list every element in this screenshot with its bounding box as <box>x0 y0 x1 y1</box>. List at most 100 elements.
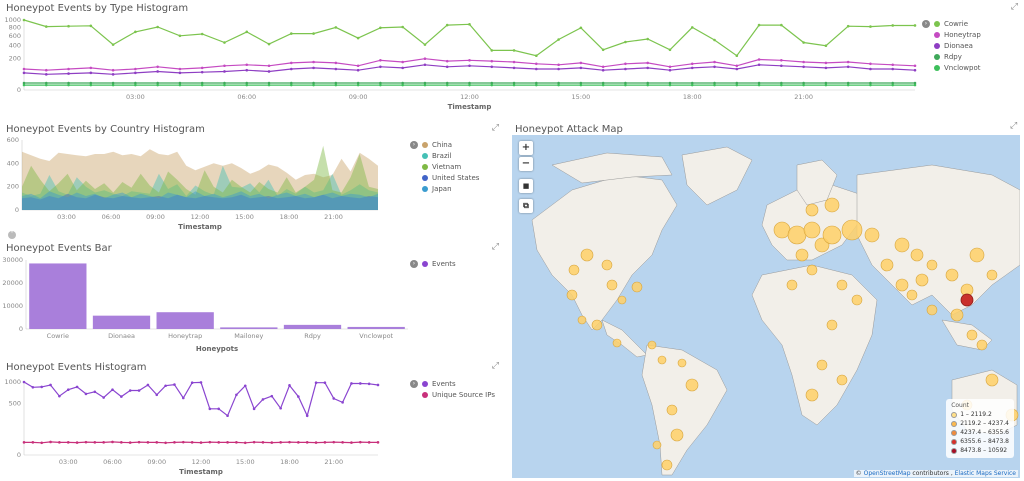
data-point <box>22 380 26 384</box>
zoom-out-button[interactable]: − <box>519 157 533 171</box>
legend-item[interactable]: › China <box>410 139 479 150</box>
map-marker <box>950 308 964 322</box>
data-point <box>846 60 850 64</box>
data-point <box>334 26 338 29</box>
map-marker <box>851 294 863 306</box>
x-tick-label: 15:00 <box>236 458 255 466</box>
legend-item[interactable]: Unique Source IPs <box>410 389 495 400</box>
map-marker <box>677 358 687 368</box>
data-point <box>134 81 137 85</box>
legend-item[interactable]: United States <box>410 172 479 183</box>
map-legend-row: 4237.4 – 6355.6 <box>951 428 1009 437</box>
data-point <box>22 441 26 444</box>
data-point <box>802 60 805 64</box>
data-point <box>252 440 256 444</box>
map-legend-swatch <box>951 438 958 445</box>
data-point <box>226 414 229 417</box>
events-bar-expand-icon[interactable]: ⤢ <box>491 242 499 252</box>
legend-item[interactable]: › Cowrie <box>922 18 981 29</box>
x-tick-label: 06:00 <box>237 93 256 101</box>
data-point <box>111 68 115 72</box>
y-tick-label: 1000 <box>4 16 21 24</box>
legend-item[interactable]: Rdpy <box>922 51 981 62</box>
data-point <box>67 81 70 85</box>
zoom-in-button[interactable]: + <box>519 141 533 155</box>
data-point <box>376 441 380 444</box>
map-legend-row: 6355.6 – 8473.8 <box>951 437 1009 446</box>
legend-toggle-icon[interactable]: › <box>922 19 930 28</box>
legend-toggle-icon[interactable]: › <box>410 140 418 149</box>
y-tick-label: 600 <box>9 32 21 40</box>
legend-item[interactable]: Honeytrap <box>922 29 981 40</box>
data-point <box>802 41 805 44</box>
legend-item[interactable]: › Events <box>410 378 495 389</box>
data-point <box>356 64 360 68</box>
map-legend-swatch <box>951 447 958 454</box>
country-histogram-expand-icon[interactable]: ⤢ <box>491 123 499 133</box>
legend-toggle-icon[interactable]: › <box>410 379 418 388</box>
data-point <box>367 441 371 444</box>
data-point <box>490 49 494 52</box>
events-histogram-legend: › Events Unique Source IPs <box>410 378 495 400</box>
data-point <box>646 37 649 41</box>
legend-item[interactable]: Dionaea <box>922 40 981 51</box>
data-point <box>223 81 226 85</box>
data-point <box>690 83 694 87</box>
legend-swatch <box>422 174 428 181</box>
map-marker <box>926 259 938 271</box>
legend-item[interactable]: › Events <box>410 258 456 269</box>
map-marker <box>606 279 618 291</box>
data-point <box>323 441 327 444</box>
data-point <box>156 65 159 69</box>
data-point <box>490 65 494 69</box>
landmass-north-america <box>531 174 678 331</box>
legend-item[interactable]: Vietnam <box>410 161 479 172</box>
data-point <box>22 81 26 85</box>
type-histogram-legend: › Cowrie Honeytrap Dionaea Rdpy Vnclowpot <box>922 18 981 73</box>
data-point <box>223 64 226 68</box>
data-point <box>735 54 739 58</box>
legend-toggle-icon[interactable]: › <box>410 259 418 268</box>
data-point <box>535 81 538 85</box>
x-axis-label: Honeypots <box>196 345 238 353</box>
data-point <box>376 383 380 387</box>
ems-link[interactable]: Elastic Maps Service <box>954 470 1016 477</box>
map-marker <box>806 264 818 276</box>
data-point <box>332 397 336 400</box>
data-point <box>243 441 247 445</box>
legend-item[interactable]: Japan <box>410 183 479 194</box>
fit-bounds-button[interactable]: ■ <box>519 179 533 193</box>
data-point <box>111 83 115 87</box>
collapse-icon[interactable]: ˄ <box>8 231 16 239</box>
data-point <box>111 73 115 76</box>
data-point <box>40 441 43 445</box>
data-point <box>423 81 427 85</box>
map-marker <box>910 248 924 262</box>
events-histogram-expand-icon[interactable]: ⤢ <box>491 361 499 371</box>
legend-swatch <box>934 42 940 49</box>
map-marker <box>906 289 918 301</box>
data-point <box>312 81 315 85</box>
data-point <box>780 83 783 87</box>
data-point <box>802 65 805 69</box>
landmass-africa <box>751 264 878 426</box>
bar-dionaea <box>92 315 151 329</box>
data-point <box>288 440 291 444</box>
legend-item[interactable]: Brazil <box>410 150 479 161</box>
data-point <box>75 385 79 389</box>
data-point <box>735 67 739 71</box>
data-point <box>490 59 494 63</box>
legend-item[interactable]: Vnclowpot <box>922 62 981 73</box>
data-point <box>445 65 449 69</box>
crop-icon[interactable]: ⧉ <box>519 199 533 213</box>
attack-map[interactable]: + − ■ ⧉ Count 1 – 2119.2 2119.2 – 4237.4 4… <box>512 135 1020 478</box>
map-marker <box>986 269 998 281</box>
data-point <box>178 83 182 87</box>
map-marker <box>841 219 863 241</box>
attack-map-expand-icon[interactable]: ⤢ <box>1010 121 1018 131</box>
data-point <box>155 441 159 444</box>
data-point <box>690 66 694 70</box>
type-histogram-expand-icon[interactable]: ⤢ <box>1010 2 1018 12</box>
osm-link[interactable]: OpenStreetMap <box>863 470 911 477</box>
landmass-south-america <box>641 344 728 476</box>
